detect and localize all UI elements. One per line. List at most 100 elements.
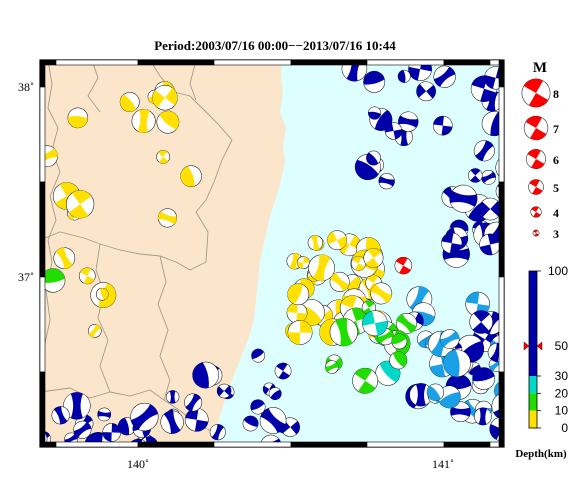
focal-mechanism	[131, 109, 156, 133]
focal-mechanism	[325, 360, 339, 374]
focal-mechanism	[329, 271, 350, 292]
focal-mechanism	[130, 402, 159, 432]
focal-mechanism	[65, 190, 95, 219]
axis-ticks: 140˚141˚142˚38˚37˚	[18, 80, 454, 471]
focal-mechanism	[85, 464, 108, 487]
focal-mechanism	[558, 182, 580, 211]
magnitude-legend-label: 7	[553, 122, 559, 136]
lon-tick-label: 141˚	[432, 457, 454, 471]
focal-mechanism	[184, 393, 203, 412]
magnitude-legend-item: 7	[523, 115, 559, 141]
focal-mechanism	[556, 91, 580, 117]
focal-mechanism	[73, 420, 92, 439]
focal-mechanism	[571, 205, 580, 221]
lat-tick-label: 37˚	[18, 270, 34, 284]
focal-mechanism	[0, 261, 8, 278]
focal-mechanism	[119, 92, 140, 112]
focal-mechanism	[565, 178, 580, 207]
focal-mechanism	[439, 329, 460, 349]
focal-mechanism	[32, 445, 65, 478]
focal-mechanism	[180, 165, 202, 187]
focal-mechanism	[87, 324, 102, 338]
focal-mechanism	[558, 128, 571, 141]
focal-mechanism	[287, 283, 310, 306]
depth-tick-label: 0	[561, 421, 568, 435]
focal-mechanism	[51, 406, 70, 425]
focal-mechanism	[327, 230, 348, 251]
magnitude-legend-label: 4	[553, 206, 559, 220]
magnitude-legend-label: 3	[553, 227, 559, 241]
depth-band	[529, 393, 537, 411]
focal-mechanism	[481, 169, 496, 185]
focal-mechanism	[426, 383, 445, 401]
map-title: Period:2003/07/16 00:00−−2013/07/16 10:4…	[154, 38, 396, 53]
focal-mechanism	[63, 392, 91, 420]
focal-mechanism	[384, 122, 403, 140]
focal-mechanism	[473, 140, 495, 162]
focal-mechanism	[500, 307, 533, 340]
focal-mechanism	[329, 317, 358, 347]
focal-mechanism	[441, 232, 463, 254]
magnitude-symbol-icon	[530, 206, 542, 218]
focal-mechanism	[0, 304, 14, 328]
depth-tick-label: 50	[555, 339, 569, 353]
focal-mechanism	[268, 387, 282, 401]
focal-mechanism	[416, 81, 436, 102]
focal-mechanism	[363, 247, 384, 268]
depth-band	[529, 271, 537, 376]
focal-mechanism	[474, 407, 492, 426]
focal-mechanism	[433, 65, 456, 88]
magnitude-legend-item: 3	[532, 227, 559, 241]
focal-mechanism	[153, 447, 185, 479]
focal-mechanism	[472, 367, 496, 390]
focal-mechanism	[192, 361, 220, 389]
focal-mechanism	[28, 451, 54, 477]
focal-mechanism	[409, 383, 433, 407]
focal-mechanism	[511, 377, 532, 398]
focal-mechanism	[160, 410, 184, 434]
focal-mechanism	[563, 80, 580, 116]
focal-mechanism	[562, 191, 580, 226]
focal-mechanism	[166, 390, 180, 404]
magnitude-legend-item: 8	[521, 78, 559, 108]
magnitude-legend: M 8 7 6 5 4 3	[521, 60, 559, 241]
focal-mechanism	[568, 225, 580, 245]
focal-mechanism	[157, 208, 178, 228]
magnitude-legend-item: 4	[530, 206, 559, 220]
focal-mechanism	[571, 212, 580, 238]
focal-mechanism	[287, 320, 313, 345]
focal-mechanism	[41, 268, 66, 293]
map-panel: 140˚141˚142˚38˚37˚	[0, 59, 580, 491]
focal-mechanism	[216, 383, 232, 399]
depth-marker-left-icon	[523, 341, 530, 351]
focal-mechanism	[502, 209, 533, 240]
focal-mechanism	[566, 284, 580, 309]
focal-mechanisms	[0, 60, 580, 491]
focal-mechanism	[391, 333, 408, 350]
focal-mechanism	[12, 453, 50, 491]
focal-mechanism	[95, 287, 109, 301]
magnitude-legend-item: 5	[528, 179, 559, 195]
map-frame	[39, 59, 505, 448]
focal-mechanism	[14, 451, 30, 467]
focal-mechanism	[53, 247, 76, 270]
lon-tick-label: 140˚	[127, 457, 149, 471]
magnitude-symbol-icon	[528, 179, 544, 195]
focal-mechanism	[251, 348, 266, 363]
focal-mechanism	[469, 310, 493, 334]
focal-mechanism	[368, 106, 382, 120]
focal-mechanism	[450, 401, 471, 423]
magnitude-legend-label: 6	[553, 153, 559, 167]
focal-mechanism	[97, 407, 112, 422]
depth-marker-right-icon	[536, 341, 543, 351]
depth-tick-label: 100	[548, 264, 568, 278]
focal-mechanism	[308, 254, 335, 282]
focal-mechanism	[7, 228, 30, 251]
land-area	[40, 60, 286, 447]
magnitude-legend-item: 6	[526, 149, 559, 169]
focal-mechanism	[570, 342, 580, 367]
magnitude-legend-label: 8	[553, 87, 559, 101]
focal-mechanism	[242, 415, 259, 432]
